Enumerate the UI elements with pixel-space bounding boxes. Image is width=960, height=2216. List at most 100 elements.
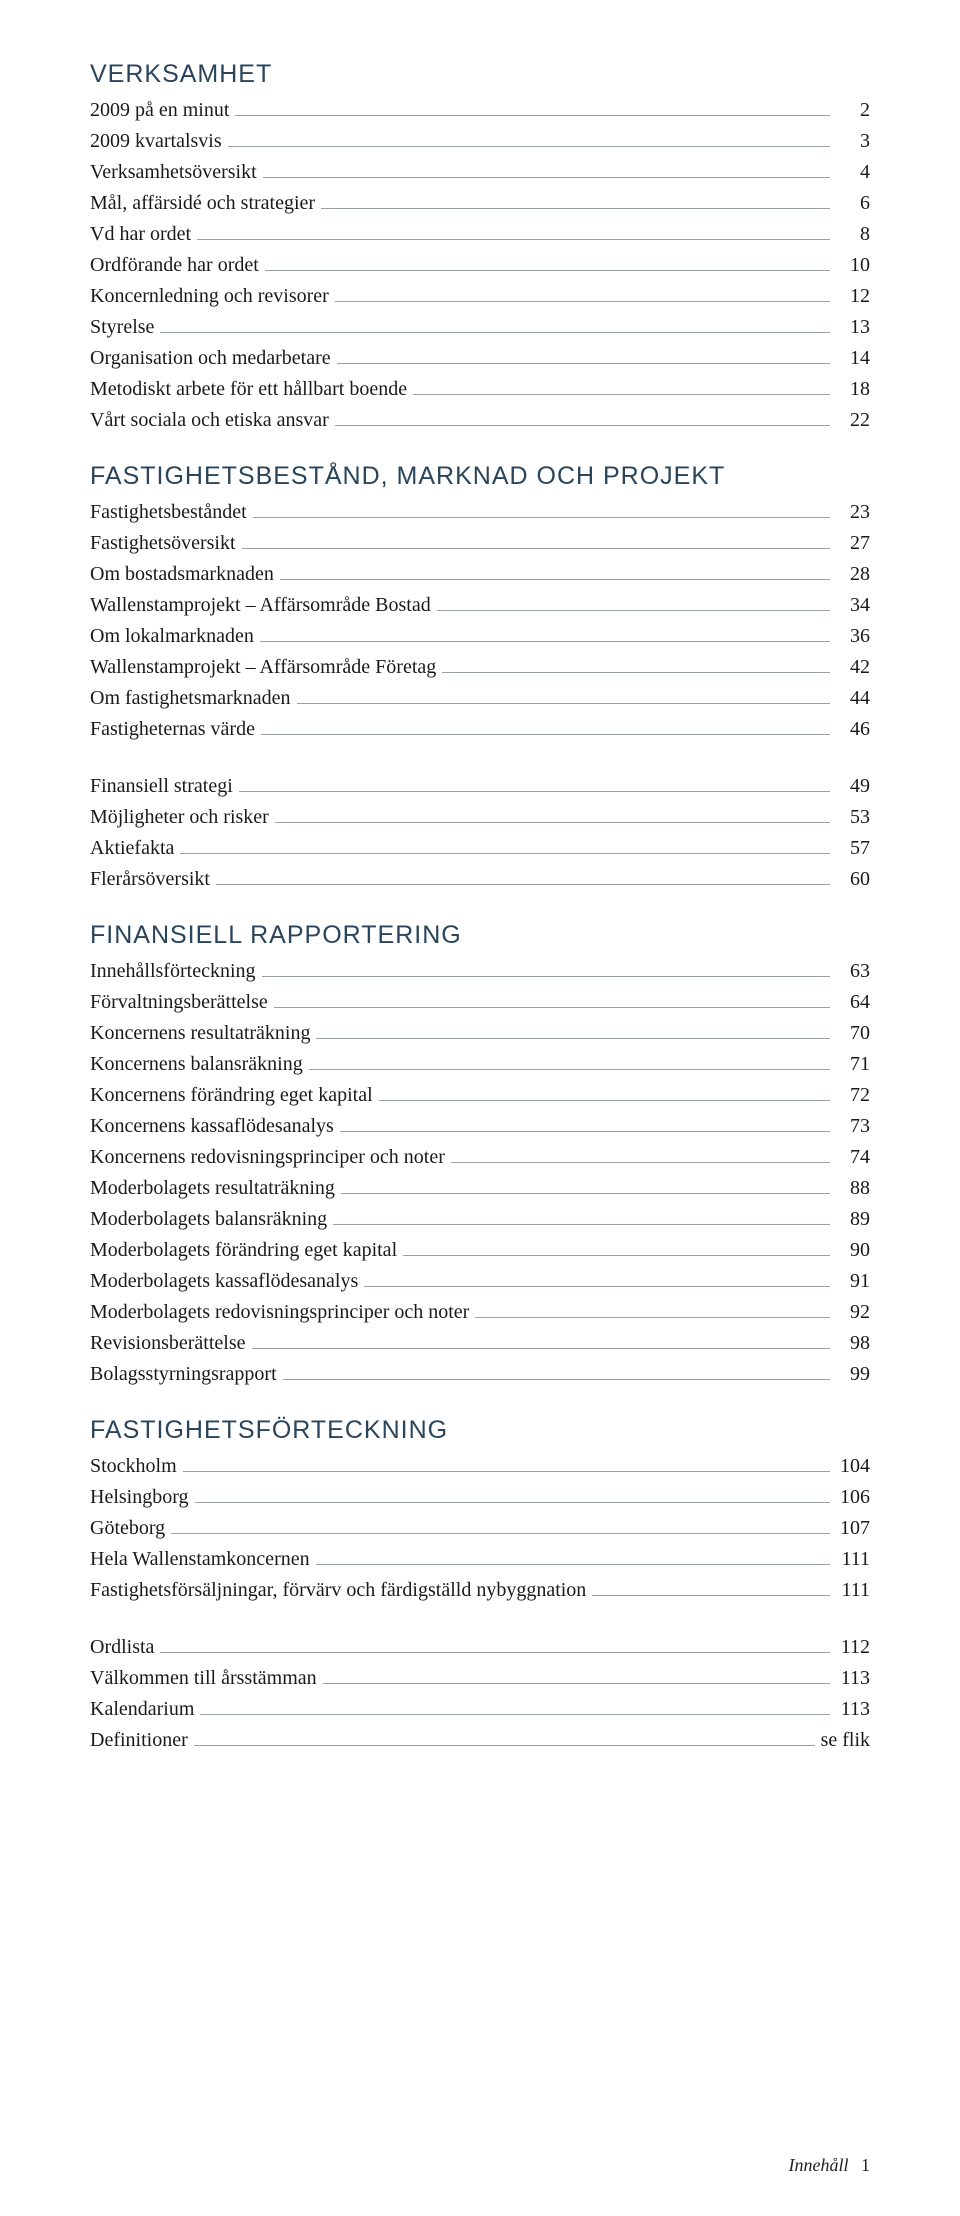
toc-leader	[335, 425, 830, 426]
toc-section: Finansiell strategi 49Möjligheter och ris…	[90, 771, 870, 895]
toc-page: 70	[836, 1018, 870, 1049]
toc-label: Styrelse	[90, 312, 154, 343]
toc-label: 2009 kvartalsvis	[90, 126, 222, 157]
toc-row: Välkommen till årsstämman113	[90, 1663, 870, 1694]
toc-leader	[442, 672, 830, 673]
toc-page: 90	[836, 1235, 870, 1266]
toc-row: Fastighetsöversikt 27	[90, 528, 870, 559]
toc-page: 63	[836, 956, 870, 987]
toc-label: Definitioner	[90, 1725, 188, 1756]
toc-page: 88	[836, 1173, 870, 1204]
toc-page: 106	[836, 1482, 870, 1513]
section-title: FINANSIELL RAPPORTERING	[90, 921, 870, 950]
toc-label: Koncernens resultaträkning	[90, 1018, 310, 1049]
toc-leader	[260, 641, 830, 642]
toc-page: se flik	[821, 1725, 870, 1756]
toc-leader	[340, 1131, 830, 1132]
toc-row: Kalendarium113	[90, 1694, 870, 1725]
toc-page: 36	[836, 621, 870, 652]
toc-row: Aktiefakta57	[90, 833, 870, 864]
toc-label: Mål, affärsidé och strategier	[90, 188, 315, 219]
page-footer: Innehåll 1	[789, 2155, 871, 2176]
toc-page: 53	[836, 802, 870, 833]
toc-leader	[262, 976, 831, 977]
toc-label: Hela Wallenstamkoncernen	[90, 1544, 310, 1575]
toc-row: Fastigheternas värde46	[90, 714, 870, 745]
toc-leader	[337, 363, 830, 364]
toc-row: Vd har ordet8	[90, 219, 870, 250]
toc-leader	[592, 1595, 830, 1596]
toc-label: Fastighetsförsäljningar, förvärv och fär…	[90, 1575, 586, 1606]
footer-label: Innehåll	[789, 2155, 849, 2175]
toc-page: 98	[836, 1328, 870, 1359]
toc-label: Wallenstamprojekt – Affärsområde Bostad	[90, 590, 431, 621]
toc-label: Förvaltningsberättelse	[90, 987, 268, 1018]
toc-row: Fastighetsförsäljningar, förvärv och fär…	[90, 1575, 870, 1606]
toc-label: Fastighetsbeståndet	[90, 497, 247, 528]
toc-leader	[451, 1162, 830, 1163]
toc-row: Definitioner se flik	[90, 1725, 870, 1756]
toc-leader	[200, 1714, 830, 1715]
section-title: FASTIGHETSBESTÅND, MARKNAD OCH PROJEKT	[90, 462, 870, 491]
toc-page: 107	[836, 1513, 870, 1544]
footer-page-number: 1	[861, 2155, 870, 2175]
toc-label: Finansiell strategi	[90, 771, 233, 802]
toc-row: Moderbolagets kassaflödesanalys91	[90, 1266, 870, 1297]
toc-row: Om bostadsmarknaden28	[90, 559, 870, 590]
toc-row: Mål, affärsidé och strategier6	[90, 188, 870, 219]
toc-page: 57	[836, 833, 870, 864]
toc-row: Innehållsförteckning63	[90, 956, 870, 987]
toc-row: Om lokalmarknaden36	[90, 621, 870, 652]
toc-label: Moderbolagets förändring eget kapital	[90, 1235, 397, 1266]
toc-row: Koncernens kassaflödesanalys73	[90, 1111, 870, 1142]
toc-row: Koncernens resultaträkning 70	[90, 1018, 870, 1049]
toc-label: 2009 på en minut	[90, 95, 229, 126]
toc-page: 27	[836, 528, 870, 559]
toc-row: Om fastighetsmarknaden44	[90, 683, 870, 714]
toc-label: Göteborg	[90, 1513, 165, 1544]
toc-section: FINANSIELL RAPPORTERING Innehållsförteckn…	[90, 921, 870, 1390]
toc-page: 60	[836, 864, 870, 895]
toc-row: Förvaltningsberättelse 64	[90, 987, 870, 1018]
toc-leader	[341, 1193, 830, 1194]
toc-row: Wallenstamprojekt – Affärsområde Företag…	[90, 652, 870, 683]
toc-label: Ordförande har ordet	[90, 250, 259, 281]
toc-leader	[160, 1652, 830, 1653]
toc-page: 2	[836, 95, 870, 126]
toc-row: Ordförande har ordet10	[90, 250, 870, 281]
toc-row: Vårt sociala och etiska ansvar22	[90, 405, 870, 436]
toc-leader	[403, 1255, 830, 1256]
toc-row: Bolagsstyrningsrapport99	[90, 1359, 870, 1390]
toc-leader	[323, 1683, 830, 1684]
toc-row: Koncernens förändring eget kapital72	[90, 1080, 870, 1111]
toc-leader	[437, 610, 830, 611]
toc-page: 4	[836, 157, 870, 188]
toc-page: 74	[836, 1142, 870, 1173]
section-title: FASTIGHETSFÖRTECKNING	[90, 1416, 870, 1445]
toc-label: Ordlista	[90, 1632, 154, 1663]
toc-leader	[297, 703, 831, 704]
toc-page: 49	[836, 771, 870, 802]
toc-row: Moderbolagets resultaträkning88	[90, 1173, 870, 1204]
toc-leader	[235, 115, 830, 116]
toc-leader	[413, 394, 830, 395]
toc-row: Moderbolagets förändring eget kapital 90	[90, 1235, 870, 1266]
toc-label: Fastighetsöversikt	[90, 528, 236, 559]
toc-label: Moderbolagets kassaflödesanalys	[90, 1266, 358, 1297]
toc-row: Verksamhetsöversikt4	[90, 157, 870, 188]
toc-leader	[195, 1502, 830, 1503]
toc-page: 64	[836, 987, 870, 1018]
toc-leader	[263, 177, 830, 178]
toc-row: Metodiskt arbete för ett hållbart boende…	[90, 374, 870, 405]
toc-page: 18	[836, 374, 870, 405]
toc-page: 71	[836, 1049, 870, 1080]
toc-label: Metodiskt arbete för ett hållbart boende	[90, 374, 407, 405]
toc-row: Hela Wallenstamkoncernen111	[90, 1544, 870, 1575]
toc-page: 72	[836, 1080, 870, 1111]
toc-row: 2009 på en minut 2	[90, 95, 870, 126]
toc-label: Om fastighetsmarknaden	[90, 683, 291, 714]
toc-leader	[335, 301, 830, 302]
toc-row: Organisation och medarbetare14	[90, 343, 870, 374]
section-title: VERKSAMHET	[90, 60, 870, 89]
toc-row: Möjligheter och risker53	[90, 802, 870, 833]
